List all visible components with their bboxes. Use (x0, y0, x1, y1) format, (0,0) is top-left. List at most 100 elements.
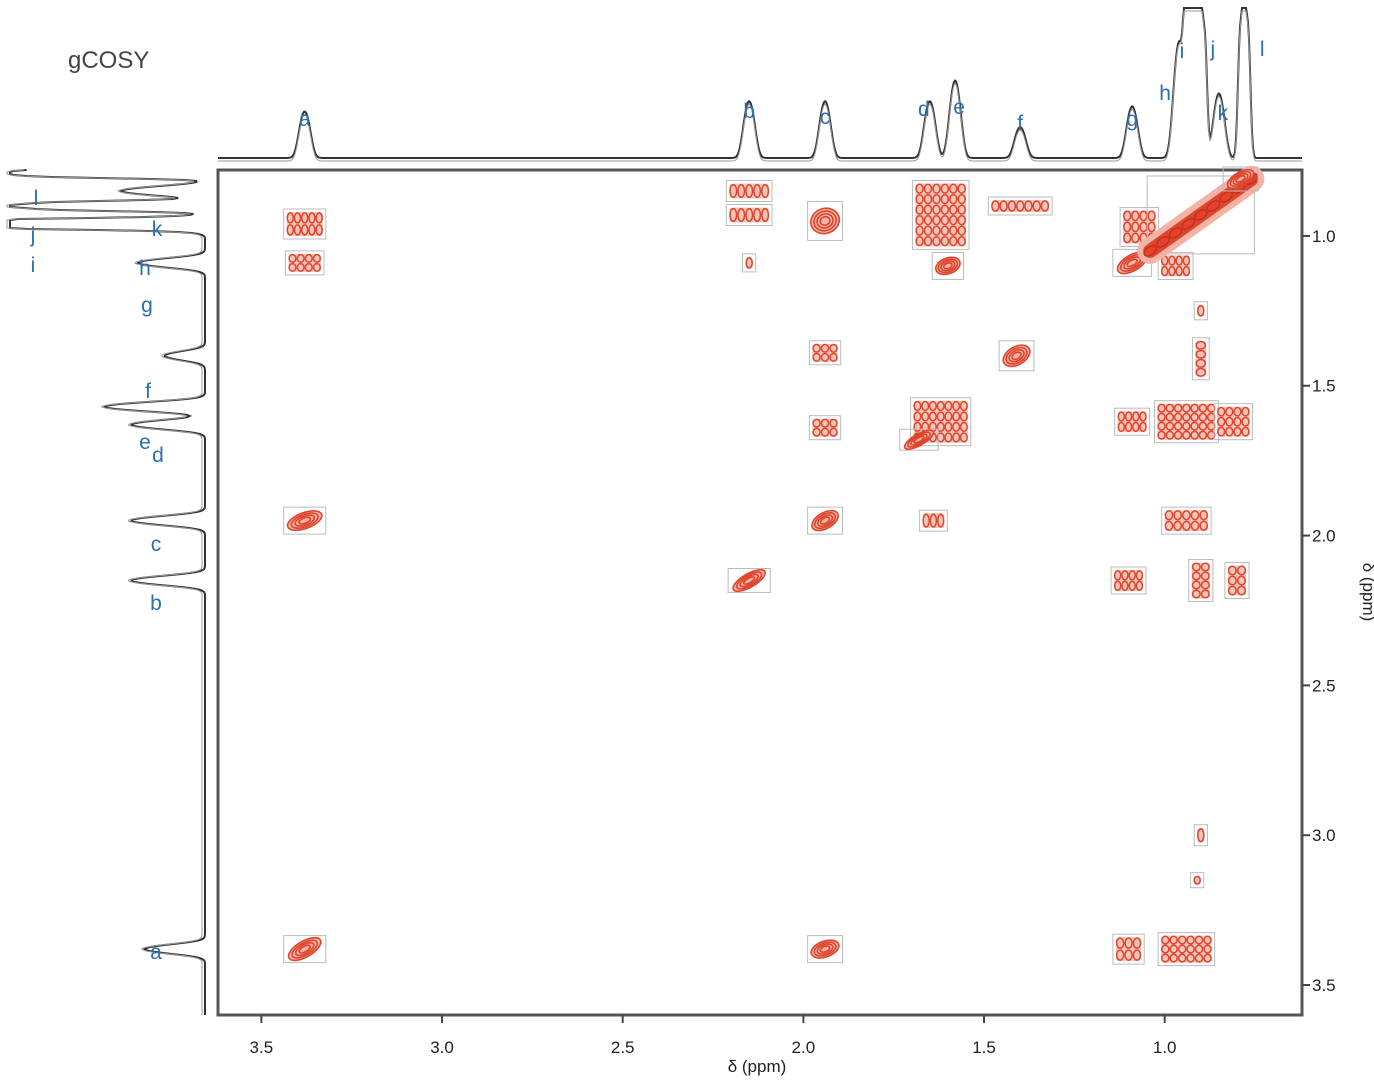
cross-peak-4 (725, 180, 773, 202)
cross-peak-spot-28-2-4 (1190, 421, 1199, 431)
cross-peak-spot-31-0-1 (1200, 562, 1210, 572)
cross-peak-spot-30-0-1 (1173, 510, 1183, 521)
cross-peak-spot-15-1-2 (928, 411, 937, 422)
cross-peak-spot-25-1-1 (1121, 580, 1129, 591)
cross-peak-spot-33-0-0 (1197, 828, 1205, 843)
diag-band-dot-36-1 (1156, 236, 1170, 248)
cross-peak-spot-0-1-3 (308, 224, 316, 236)
cross-peak-spot-0-1-4 (315, 224, 323, 236)
cross-peak-outline-7 (727, 568, 771, 593)
cross-peak-spot-35-0-1 (1169, 935, 1178, 945)
cross-peak-18 (987, 196, 1053, 216)
cross-peak-spot-22-0-0 (1123, 210, 1132, 222)
cross-peak-outline-31 (1188, 559, 1214, 602)
cross-peak-spot-1-1-2 (304, 262, 313, 272)
cross-peak-spot-15-1-3 (936, 411, 945, 422)
cross-peak-outline-8 (807, 201, 843, 241)
cross-peak-outline-0 (283, 208, 327, 240)
cross-peak-spot-29-2-3 (1241, 426, 1250, 437)
cross-peak-contour-19-0 (1002, 344, 1031, 368)
cross-peak-spot-15-3-6 (959, 432, 968, 443)
cross-peak-spot-15-0-0 (913, 400, 922, 412)
cross-peak-spot-22-0-3 (1147, 210, 1156, 222)
cross-peak-spot-22-2-1 (1131, 232, 1140, 244)
cross-peak-9 (808, 340, 842, 366)
cross-peak-spot-29-2-0 (1217, 426, 1226, 437)
cross-peak-26 (1112, 933, 1145, 965)
cross-peak-spot-0-1-1 (293, 224, 302, 236)
x-tick-label-3: 2.0 (792, 1038, 816, 1057)
cross-peak-contour-14-1 (937, 258, 959, 274)
cross-peak-2 (283, 506, 327, 535)
side-spectrum-trace (9, 169, 206, 1015)
cross-peak-spot-0-1-0 (286, 224, 295, 236)
cross-peak-spot-30-0-3 (1190, 510, 1200, 521)
cross-peak-spot-31-1-1 (1200, 571, 1210, 581)
cross-peak-spot-10-1-2 (829, 427, 838, 437)
cross-peak-spot-13-1-2 (932, 194, 941, 205)
cross-peak-spot-21-1-0 (1195, 349, 1207, 359)
cross-peak-spot-15-0-5 (952, 400, 961, 412)
top-peak-label-f: f (1017, 112, 1023, 135)
cross-peak-outline-29 (1213, 403, 1254, 441)
cross-peaks (283, 165, 1265, 967)
cross-peak-spot-10-0-2 (829, 418, 838, 428)
cross-peak-fill-24 (1117, 411, 1147, 433)
cross-peak-20 (1193, 301, 1208, 321)
cross-peak-spot-29-1-0 (1217, 416, 1226, 427)
cross-peak-contour-2-2 (294, 514, 316, 527)
cross-peak-spot-1-0-2 (304, 253, 313, 263)
side-peak-label-a-11: a (150, 941, 162, 964)
cross-peak-spot-25-0-1 (1121, 570, 1129, 581)
cross-peak-spot-15-2-4 (944, 421, 953, 433)
cross-peak-spot-30-0-4 (1199, 510, 1209, 521)
cross-peak-spot-13-2-0 (915, 204, 924, 215)
side-peak-label-k-1: k (152, 218, 163, 241)
cross-peak-spot-22-2-0 (1123, 232, 1132, 244)
cross-peak-contour-19-3 (1011, 351, 1022, 361)
cross-peak-spot-18-0-5 (1032, 200, 1041, 212)
cross-peak-spot-0-0-0 (286, 212, 295, 224)
cross-peak-contour-11-2 (816, 514, 834, 527)
cross-peak-spot-21-2-0 (1195, 358, 1207, 368)
cross-peak-spot-13-0-0 (915, 183, 924, 194)
cross-peak-spot-15-2-0 (913, 421, 922, 433)
cross-peak-spot-26-0-2 (1132, 937, 1142, 949)
cross-peak-outline-9 (808, 340, 842, 366)
cross-peak-spot-13-4-4 (949, 225, 958, 236)
side-peak-label-f-6: f (145, 380, 151, 403)
cross-peak-1 (285, 250, 325, 276)
y-tick-label-0: 1.0 (1312, 227, 1336, 246)
y-tick-label-2: 2.0 (1312, 527, 1336, 546)
cross-peak-spot-31-2-1 (1200, 580, 1210, 590)
cross-peak-contour-3-1 (291, 939, 319, 959)
top-peak-label-b: b (743, 100, 755, 123)
cross-peak-spot-4-0-3 (753, 183, 762, 199)
cross-peak-spot-28-1-2 (1173, 412, 1183, 422)
cross-peak-spot-13-1-1 (923, 194, 933, 205)
cross-peak-spot-4-0-2 (745, 183, 754, 199)
cross-peak-contour-3-3 (298, 944, 311, 954)
cross-peak-spot-18-0-1 (999, 200, 1008, 212)
cross-peak-spot-30-1-4 (1199, 520, 1209, 531)
cross-peak-spot-9-1-0 (812, 352, 821, 362)
cross-peak-spot-22-1-1 (1131, 221, 1140, 233)
cross-peak-spot-29-2-2 (1233, 426, 1242, 437)
cross-peak-spot-31-3-0 (1191, 589, 1201, 599)
cross-peak-outline-33 (1193, 824, 1208, 847)
cross-peak-spot-26-1-0 (1115, 949, 1125, 961)
cross-peak-spot-25-0-3 (1135, 570, 1144, 581)
cross-peak-contour-12-2 (816, 943, 834, 955)
cross-peak-27 (1157, 251, 1194, 280)
diag-band-dot-36-5 (1206, 200, 1221, 212)
cross-peak-spot-31-1-0 (1191, 571, 1201, 581)
cross-peak-12 (807, 935, 843, 964)
cross-peak-spot-32-0-1 (1236, 565, 1247, 576)
cross-peak-contour-12-0 (810, 939, 840, 959)
cross-peak-spot-13-2-1 (923, 204, 933, 215)
cross-peak-contour-12-1 (813, 941, 837, 957)
cross-peak-32 (1224, 562, 1250, 599)
diag-band-dot-36-0 (1143, 245, 1157, 257)
cross-peak-contour-8-3 (819, 215, 831, 227)
